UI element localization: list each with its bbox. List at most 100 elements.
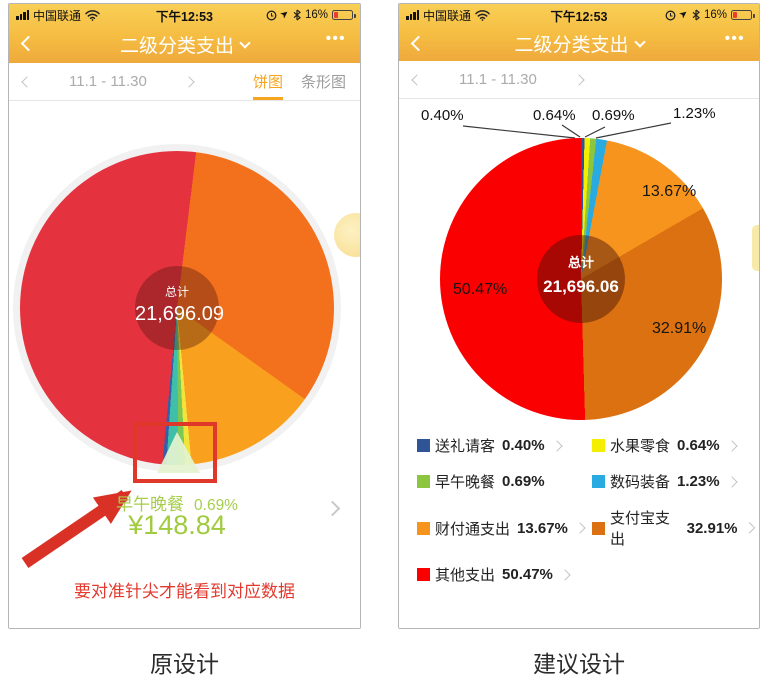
status-bar: 中国联通 下午12:53 ➤ 16% bbox=[399, 4, 759, 26]
tab-pie-chart[interactable]: 饼图 bbox=[252, 63, 283, 100]
date-range-label: 11.1 - 11.30 bbox=[459, 71, 537, 88]
floating-badge[interactable] bbox=[334, 213, 360, 257]
signal-strength-icon bbox=[406, 10, 419, 20]
annotation-text: 要对准针尖才能看到对应数据 bbox=[74, 582, 295, 601]
legend-color-swatch bbox=[417, 439, 430, 452]
nav-bar: 二级分类支出 ••• bbox=[399, 26, 759, 61]
phone-screenshot-suggested: 中国联通 下午12:53 ➤ 16% 二级分类支出 ••• 11.1 - 11.… bbox=[398, 3, 760, 629]
legend-color-swatch bbox=[417, 475, 430, 488]
legend-label: 财付通支出 bbox=[435, 520, 511, 538]
carrier-label: 中国联通 bbox=[33, 8, 82, 23]
legend-label: 数码装备 bbox=[610, 474, 671, 491]
page-title[interactable]: 二级分类支出 bbox=[119, 31, 251, 58]
orientation-lock-icon bbox=[266, 10, 277, 20]
tab-bar-chart[interactable]: 条形图 bbox=[300, 74, 346, 91]
phone-screenshot-original: 中国联通 下午12:53 ➤ 16% 二级分类支出 ••• 11.1 - 11.… bbox=[8, 3, 361, 629]
legend-item[interactable]: 早午晚餐 0.69% bbox=[417, 471, 592, 492]
back-button[interactable] bbox=[20, 35, 37, 52]
chevron-down-icon bbox=[239, 36, 251, 49]
slice-label: 32.91% bbox=[652, 320, 707, 337]
slice-label: 50.47% bbox=[453, 281, 508, 298]
legend-item[interactable]: 支付宝支出 32.91% bbox=[592, 507, 755, 549]
selected-slice-highlight[interactable] bbox=[157, 432, 200, 473]
pie-chart-suggested[interactable] bbox=[440, 138, 722, 420]
prev-period-button[interactable] bbox=[411, 73, 423, 86]
callout-leader-lines bbox=[462, 122, 672, 139]
clock-label: 下午12:53 bbox=[550, 9, 608, 24]
slice-label: 13.67% bbox=[642, 183, 697, 200]
date-range-bar: 11.1 - 11.30 饼图 条形图 bbox=[9, 63, 360, 101]
caption-suggested: 建议设计 bbox=[533, 651, 625, 677]
legend-percent: 32.91% bbox=[686, 519, 738, 537]
location-icon: ➤ bbox=[676, 7, 691, 22]
battery-icon bbox=[731, 10, 755, 20]
bluetooth-icon bbox=[293, 9, 301, 21]
chevron-right-icon bbox=[725, 439, 738, 452]
next-period-button[interactable] bbox=[573, 73, 585, 86]
legend-label: 支付宝支出 bbox=[610, 510, 671, 548]
chevron-right-icon bbox=[574, 522, 586, 534]
callout-label: 0.69% bbox=[592, 107, 635, 124]
chevron-right-icon bbox=[559, 568, 571, 581]
wifi-icon bbox=[475, 9, 490, 21]
legend-item[interactable]: 财付通支出 13.67% bbox=[417, 507, 592, 549]
legend-item[interactable]: 其他支出 50.47% bbox=[417, 564, 592, 585]
pie-chart-original[interactable] bbox=[20, 151, 334, 465]
callout-label: 0.40% bbox=[421, 107, 464, 124]
legend-percent: 50.47% bbox=[502, 566, 553, 583]
annotation-box bbox=[133, 422, 217, 483]
pie-center-total: 总计 21,696.06 bbox=[537, 235, 625, 323]
page-title-label: 二级分类支出 bbox=[514, 35, 629, 56]
legend-label: 送礼请客 bbox=[435, 438, 496, 455]
callout-label: 0.64% bbox=[533, 107, 576, 124]
battery-percent-label: 16% bbox=[703, 9, 727, 21]
selected-slice-name: 早午晚餐 bbox=[116, 495, 185, 514]
chevron-right-icon bbox=[550, 439, 563, 452]
date-range-bar: 11.1 - 11.30 bbox=[399, 61, 759, 99]
battery-icon bbox=[332, 10, 356, 20]
selected-slice-amount: ¥148.84 bbox=[128, 510, 226, 540]
legend-label: 其他支出 bbox=[435, 567, 496, 584]
legend-percent: 1.23% bbox=[677, 473, 720, 490]
location-icon: ➤ bbox=[277, 7, 292, 22]
chevron-right-icon bbox=[743, 522, 755, 534]
legend: 送礼请客 0.40% 水果零食 0.64% 早午晚餐 0.69% 数码装备 1.… bbox=[417, 435, 755, 585]
legend-item[interactable]: 水果零食 0.64% bbox=[592, 435, 753, 456]
legend-item[interactable]: 送礼请客 0.40% bbox=[417, 435, 592, 456]
legend-item[interactable]: 数码装备 1.23% bbox=[592, 471, 753, 492]
chevron-down-icon bbox=[633, 35, 646, 48]
total-label: 总计 bbox=[164, 285, 189, 299]
date-range-label: 11.1 - 11.30 bbox=[69, 73, 147, 90]
back-button[interactable] bbox=[410, 35, 427, 52]
total-value: 21,696.09 bbox=[135, 303, 224, 325]
annotation-arrow bbox=[21, 490, 132, 568]
page-title[interactable]: 二级分类支出 bbox=[514, 30, 646, 57]
legend-percent: 0.40% bbox=[502, 437, 545, 454]
legend-color-swatch bbox=[592, 475, 605, 488]
chevron-right-icon bbox=[725, 475, 738, 488]
bluetooth-icon bbox=[692, 9, 700, 21]
legend-percent: 13.67% bbox=[517, 519, 568, 537]
battery-percent-label: 16% bbox=[304, 9, 328, 21]
page-title-label: 二级分类支出 bbox=[119, 36, 234, 57]
signal-strength-icon bbox=[16, 10, 29, 20]
clock-label: 下午12:53 bbox=[156, 9, 213, 24]
legend-color-swatch bbox=[417, 568, 430, 581]
legend-color-swatch bbox=[592, 521, 605, 535]
wifi-icon bbox=[85, 9, 100, 21]
legend-color-swatch bbox=[417, 521, 430, 535]
next-period-button[interactable] bbox=[183, 75, 195, 88]
total-label: 总计 bbox=[567, 255, 594, 270]
legend-label: 早午晚餐 bbox=[435, 474, 496, 491]
selected-slice-info: 早午晚餐 0.69% bbox=[9, 490, 345, 515]
status-bar: 中国联通 下午12:53 ➤ 16% bbox=[9, 4, 360, 26]
orientation-lock-icon bbox=[665, 10, 676, 20]
legend-label: 水果零食 bbox=[610, 438, 671, 455]
prev-period-button[interactable] bbox=[21, 75, 33, 88]
more-button[interactable]: ••• bbox=[724, 30, 745, 47]
pie-center-total: 总计 21,696.09 bbox=[135, 266, 224, 350]
legend-percent: 0.69% bbox=[502, 473, 545, 490]
nav-bar: 二级分类支出 ••• bbox=[9, 26, 360, 63]
floating-side-tab[interactable] bbox=[752, 225, 759, 271]
more-button[interactable]: ••• bbox=[325, 30, 346, 47]
